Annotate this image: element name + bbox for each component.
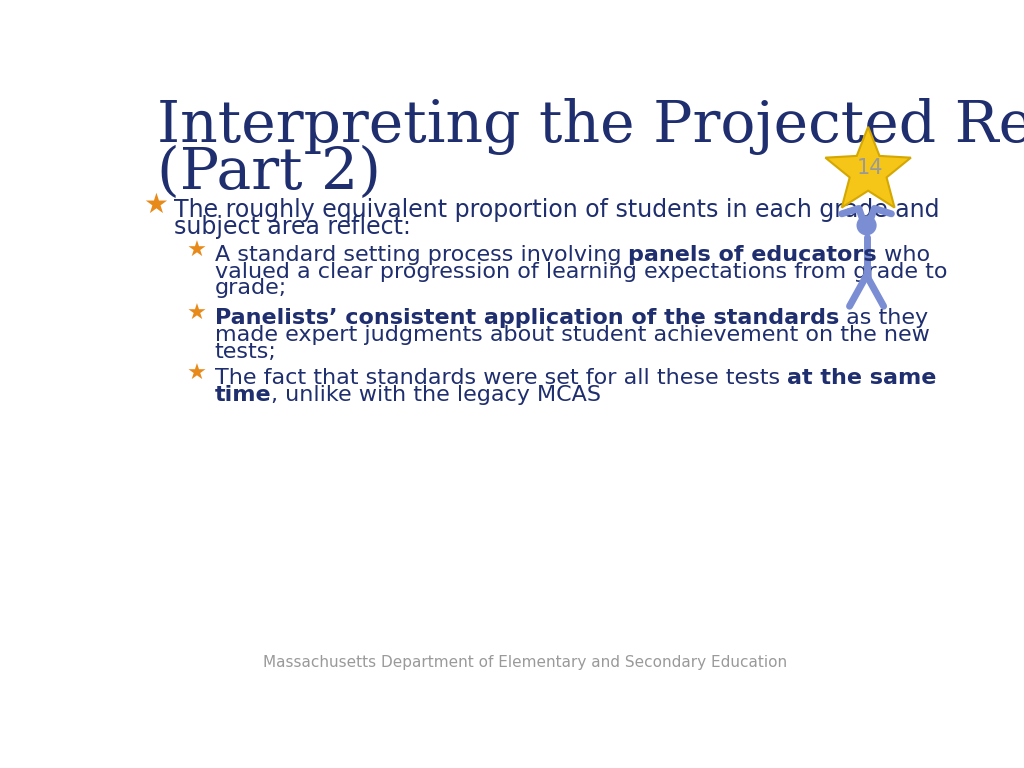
Text: A standard setting process involving: A standard setting process involving bbox=[215, 245, 629, 265]
Text: subject area reflect:: subject area reflect: bbox=[174, 215, 412, 240]
Text: ★: ★ bbox=[186, 364, 206, 384]
Text: who: who bbox=[877, 245, 930, 265]
Text: made expert judgments about student achievement on the new: made expert judgments about student achi… bbox=[215, 325, 930, 345]
Text: Massachusetts Department of Elementary and Secondary Education: Massachusetts Department of Elementary a… bbox=[263, 654, 786, 670]
Polygon shape bbox=[825, 127, 911, 207]
Text: tests;: tests; bbox=[215, 342, 276, 362]
Text: (Part 2): (Part 2) bbox=[158, 144, 382, 200]
Text: ★: ★ bbox=[186, 304, 206, 324]
Text: ★: ★ bbox=[186, 241, 206, 261]
Text: 14: 14 bbox=[856, 157, 883, 177]
Text: Panelists’ consistent application of the standards: Panelists’ consistent application of the… bbox=[215, 308, 839, 328]
Text: , unlike with the legacy MCAS: , unlike with the legacy MCAS bbox=[271, 385, 601, 405]
Text: as they: as they bbox=[839, 308, 928, 328]
Text: at the same: at the same bbox=[787, 368, 936, 388]
Text: The fact that standards were set for all these tests: The fact that standards were set for all… bbox=[215, 368, 787, 388]
Text: grade;: grade; bbox=[215, 279, 287, 299]
Text: The roughly equivalent proportion of students in each grade and: The roughly equivalent proportion of stu… bbox=[174, 198, 940, 223]
Circle shape bbox=[856, 215, 877, 235]
Text: time: time bbox=[215, 385, 271, 405]
Text: panels of educators: panels of educators bbox=[629, 245, 877, 265]
Text: Interpreting the Projected Results: Interpreting the Projected Results bbox=[158, 98, 1024, 155]
Text: ★: ★ bbox=[143, 190, 168, 219]
Text: valued a clear progression of learning expectations from grade to: valued a clear progression of learning e… bbox=[215, 262, 947, 282]
